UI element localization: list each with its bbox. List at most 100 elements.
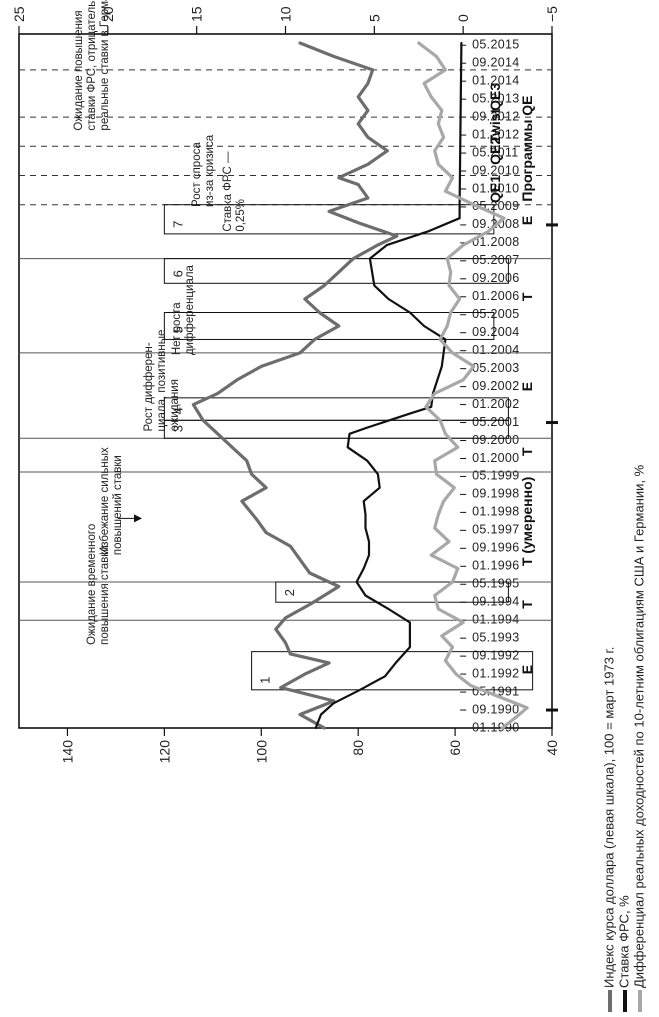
- annotation-text: Нет роста: [171, 302, 183, 355]
- x-axis-tick-label: 09.2010: [472, 163, 519, 177]
- annotation-arrowhead: [134, 514, 142, 523]
- x-axis-tick-label: 01.2006: [472, 289, 519, 303]
- highlight-box-number: 7: [170, 221, 185, 228]
- x-axis-tick-label: 05.1995: [472, 577, 519, 591]
- legend-label: Ставка ФРС, %: [616, 895, 631, 988]
- highlight-box: [163, 204, 495, 235]
- highlight-box-number: 2: [282, 589, 297, 596]
- qe-label: Twist: [487, 108, 503, 143]
- annotation-text: Ставка ФРС —: [222, 151, 234, 232]
- annotation-text: дифференциала: [184, 264, 196, 355]
- x-axis-tick-label: 01.2008: [472, 235, 519, 249]
- x-axis-tick-label: 05.2007: [472, 253, 519, 267]
- x-axis-tick-label: 01.1994: [472, 612, 519, 626]
- series-line: [417, 41, 529, 730]
- x-axis-tick-label: 01.1992: [472, 666, 519, 680]
- left-axis-tick-label: 40: [544, 740, 560, 756]
- x-axis-tick-label: 01.2014: [472, 73, 519, 87]
- right-axis-tick-label: 0: [455, 14, 471, 22]
- x-axis-tick-label: 01.2010: [472, 181, 519, 195]
- x-axis-tick-label: 05.1997: [472, 523, 519, 537]
- qe-label: QE3: [487, 83, 503, 111]
- annotation-text: Избежание сильных: [99, 447, 111, 555]
- x-axis-tick-label: 09.2000: [472, 433, 519, 447]
- annotation-text: повышения ставки: [99, 545, 111, 645]
- regime-label: E: [519, 216, 535, 225]
- legend-item: Индекс курса доллара (левая шкала), 100 …: [601, 647, 616, 1012]
- left-axis-tick-label: 140: [59, 740, 75, 764]
- x-axis-tick-label: 05.1993: [472, 630, 519, 644]
- regime-label: T (умеренно): [519, 477, 535, 566]
- legend-item: Ставка ФРС, %: [616, 895, 631, 1012]
- highlight-box: [163, 258, 509, 284]
- regime-label: T: [519, 292, 535, 301]
- highlight-box-number: 1: [258, 677, 273, 684]
- x-axis-tick-label: 05.2011: [472, 145, 518, 159]
- x-axis-tick-label: 01.2000: [472, 451, 519, 465]
- x-axis-tick-label: 05.2003: [472, 361, 519, 375]
- highlight-box-number: 3: [170, 425, 185, 432]
- regime-label: E: [519, 382, 535, 391]
- annotation-text: реальные ставки в Германии: [99, 0, 111, 131]
- left-axis-tick-label: 60: [447, 740, 463, 756]
- highlight-box-number: 5: [170, 326, 185, 333]
- highlight-box: [163, 419, 509, 439]
- x-axis-tick-label: 01.2002: [472, 397, 519, 411]
- regime-label: T: [519, 447, 535, 456]
- series-line: [314, 41, 463, 730]
- x-axis-tick-label: 05.2001: [472, 415, 519, 429]
- highlight-box-number: 6: [170, 270, 185, 277]
- regime-label: Программы QE: [519, 95, 535, 201]
- annotation-text: Ожидание повышения: [73, 10, 85, 130]
- annotation-text: 0,25%: [235, 199, 247, 232]
- annotation-text: Рост дифферен-: [143, 342, 155, 431]
- x-axis-tick-label: 09.2014: [472, 55, 519, 69]
- x-axis-tick-label: 05.1991: [472, 684, 519, 698]
- annotation-text: Ожидание временного: [86, 524, 98, 645]
- x-axis-tick-label: 01.1996: [472, 559, 519, 573]
- regime-label: T: [519, 600, 535, 609]
- highlight-box: [163, 397, 509, 421]
- highlight-box: [275, 581, 509, 603]
- rotated-plot: 406080100120140−5051015202501.199009.199…: [11, 0, 560, 763]
- legend-label: Дифференциал реальных доходностей по 10-…: [631, 464, 646, 988]
- x-axis-tick-label: 09.1998: [472, 487, 519, 501]
- regime-label: E: [519, 665, 535, 674]
- annotation-text: Рост спроса: [191, 142, 203, 207]
- right-axis-tick-label: 25: [11, 6, 27, 22]
- x-axis-tick-label: 09.2012: [472, 109, 519, 123]
- x-axis-tick-label: 09.1996: [472, 541, 519, 555]
- annotation-text: повышений ставки: [112, 455, 124, 555]
- highlight-box: [251, 651, 534, 691]
- right-axis-tick-label: −5: [544, 6, 560, 22]
- x-axis-tick-label: 05.2013: [472, 91, 519, 105]
- x-axis-tick-label: 01.1990: [472, 720, 519, 734]
- qe-label: QE1: [487, 175, 503, 203]
- x-axis-tick-label: 09.2002: [472, 379, 519, 393]
- qe-label: QE2: [487, 137, 503, 165]
- right-axis-tick-label: 10: [278, 6, 294, 22]
- x-axis-tick-label: 05.2015: [472, 38, 519, 52]
- series-line: [191, 41, 399, 730]
- x-axis-tick-label: 01.2012: [472, 127, 519, 141]
- left-axis-tick-label: 100: [253, 740, 269, 764]
- x-axis-tick-label: 09.1994: [472, 595, 519, 609]
- highlight-box: [163, 311, 495, 340]
- x-axis-tick-label: 09.2004: [472, 325, 519, 339]
- annotation-text: циала, позитивные: [156, 330, 168, 432]
- annotation-text: ожидания: [169, 379, 181, 432]
- highlight-box-number: 4: [170, 407, 185, 414]
- legend-item: Дифференциал реальных доходностей по 10-…: [631, 464, 646, 1012]
- x-axis-tick-label: 05.2005: [472, 307, 519, 321]
- x-axis-tick-label: 01.2004: [472, 343, 519, 357]
- x-axis-tick-label: 09.1992: [472, 648, 519, 662]
- x-axis-tick-label: 01.1998: [472, 505, 519, 519]
- x-axis-tick-label: 09.2006: [472, 271, 519, 285]
- annotation-text: из-за кризиса: [204, 134, 216, 207]
- right-axis-tick-label: 5: [366, 14, 382, 22]
- legend-label: Индекс курса доллара (левая шкала), 100 …: [601, 647, 616, 988]
- right-axis-tick-label: 15: [189, 6, 205, 22]
- right-axis-tick-label: 20: [100, 6, 116, 22]
- x-axis-tick-label: 09.1990: [472, 702, 519, 716]
